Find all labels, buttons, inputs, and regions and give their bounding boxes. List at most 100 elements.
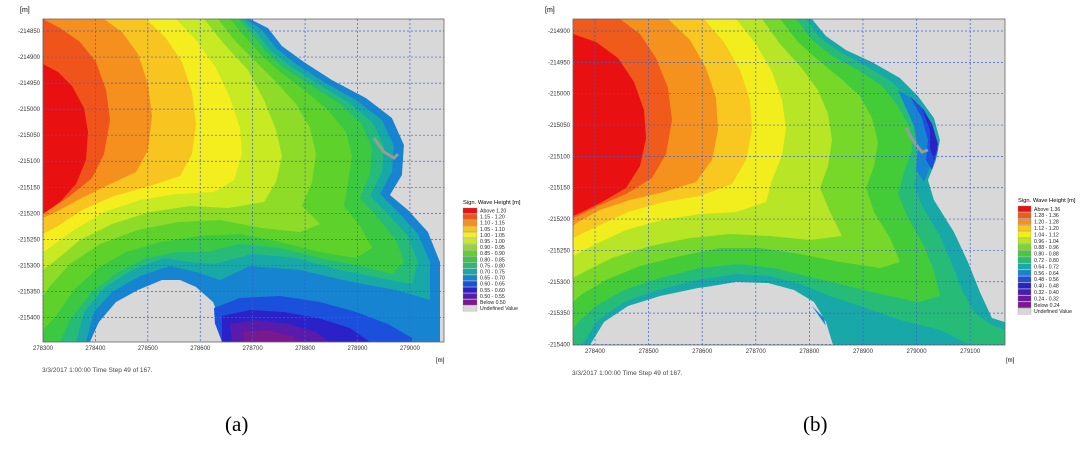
panel-a-gridlines [42, 19, 444, 342]
y-tick-label: -214900 [18, 55, 41, 61]
panel-b-map [572, 18, 1006, 346]
panel-a-y-axis: -214850 -214900 -214950 -215000 -215050 -2151… [18, 29, 41, 322]
legend-swatch [1017, 257, 1032, 264]
y-tick-label: -215250 [548, 248, 571, 254]
legend-label: 0.95 - 1.00 [480, 239, 505, 245]
panel-b-contours [573, 19, 1005, 345]
legend-swatch [462, 256, 478, 263]
panel-a-caption: (a) [225, 412, 249, 436]
panel-a-contours [43, 19, 444, 342]
panel-b-x-axis: 278400 278500 278600 278700 278800 278900 2790… [585, 349, 981, 355]
legend-swatch [1017, 269, 1032, 276]
legend-label: 1.05 - 1.10 [480, 227, 505, 233]
y-tick-label: -215100 [548, 154, 571, 160]
y-tick-label: -215150 [18, 185, 41, 191]
legend-label: 0.56 - 0.64 [1034, 271, 1059, 277]
legend-swatch [1017, 276, 1032, 283]
legend-swatch [1017, 205, 1032, 212]
legend-label: 1.00 - 1.05 [480, 233, 505, 239]
legend-swatch [462, 305, 478, 312]
y-tick-label: -215150 [548, 186, 571, 192]
legend-swatch [1017, 218, 1032, 225]
legend-swatch [462, 274, 478, 281]
legend-label: 0.65 - 0.70 [480, 276, 505, 282]
y-tick-label: -215250 [18, 237, 41, 243]
y-tick-label: -214900 [548, 29, 571, 35]
y-tick-label: -215000 [548, 92, 571, 98]
legend-label: 0.64 - 0.72 [1034, 264, 1059, 270]
legend-swatch [462, 262, 478, 269]
x-tick-label: 278800 [799, 349, 820, 355]
legend-swatch [1017, 231, 1032, 238]
legend-swatch [462, 287, 478, 293]
y-tick-label: -214950 [18, 81, 41, 87]
y-tick-label: -215350 [18, 289, 41, 295]
legend-label: 0.48 - 0.56 [1034, 277, 1059, 283]
x-tick-label: 278600 [190, 346, 211, 352]
legend-swatch [1017, 301, 1032, 308]
band-0.48 [910, 96, 938, 170]
band-below-0.50 [244, 330, 298, 342]
band-above-1.20 [43, 64, 88, 214]
legend-label: 0.85 - 0.90 [480, 251, 505, 257]
panel-b-gridlines [573, 19, 1005, 345]
panel-a-legend: Sign. Wave Height [m] Above 1.201.15 - 1… [462, 200, 521, 312]
x-tick-label: 278900 [347, 346, 368, 352]
legend-swatch [1017, 244, 1032, 251]
panel-b-unit-top: [m] [545, 7, 555, 14]
panel-a-unit-x: [m] [436, 358, 445, 364]
y-tick-label: -215200 [548, 217, 571, 223]
panel-b-caption: (b) [803, 412, 828, 436]
x-tick-label: 278400 [585, 349, 606, 355]
legend-swatch [1017, 250, 1032, 257]
x-tick-label: 278500 [639, 349, 660, 355]
legend-label: 0.40 - 0.48 [1034, 284, 1059, 290]
legend-label: 0.24 - 0.32 [1034, 296, 1059, 302]
y-tick-label: -214950 [548, 60, 571, 66]
legend-label: 0.88 - 0.96 [1034, 245, 1059, 251]
y-tick-label: -215350 [548, 311, 571, 317]
legend-swatch [462, 207, 478, 214]
legend-label: 0.55 - 0.60 [480, 288, 505, 294]
legend-label: Undefined Value [480, 306, 518, 312]
y-tick-label: -215300 [548, 280, 571, 286]
legend-label: 1.04 - 1.12 [1034, 232, 1059, 238]
legend-swatch [1017, 237, 1032, 244]
y-tick-label: -214850 [18, 29, 41, 35]
panel-b-y-axis: -214900 -214950 -215000 -215050 -215100 -2151… [548, 29, 571, 348]
x-tick-label: 278700 [746, 349, 767, 355]
y-tick-label: -215050 [18, 133, 41, 139]
legend-swatch [1017, 289, 1032, 296]
legend-label: 1.12 - 1.20 [1034, 226, 1059, 232]
legend-label: Undefined Value [1034, 309, 1072, 315]
legend-label: Above 1.36 [1034, 207, 1060, 213]
legend-label: 0.32 - 0.40 [1034, 290, 1059, 296]
legend-swatch [1017, 295, 1032, 302]
panel-a-map [42, 18, 445, 343]
legend-swatch [1017, 282, 1032, 289]
x-tick-label: 278800 [295, 346, 316, 352]
panel-a-unit-top: [m] [20, 7, 30, 14]
legend-swatch [462, 281, 478, 287]
panel-b-timestamp: 3/3/2017 1:00:00 Time Step 49 of 167. [572, 370, 683, 377]
x-tick-label: 278400 [85, 346, 106, 352]
y-tick-label: -215400 [548, 342, 571, 348]
legend-swatch [1017, 263, 1032, 270]
panel-a: [m] [18, 7, 521, 374]
panel-b-legend: Sign. Wave Height [m] Above 1.361.28 - 1… [1017, 198, 1076, 315]
x-tick-label: 279000 [907, 349, 928, 355]
structure [904, 127, 929, 154]
legend-swatch [462, 213, 478, 220]
legend-label: Above 1.20 [480, 209, 506, 215]
y-tick-label: -215300 [18, 263, 41, 269]
legend-label: 0.50 - 0.55 [480, 294, 505, 300]
legend-label: 1.20 - 1.28 [1034, 220, 1059, 226]
legend-swatch [462, 220, 478, 226]
band-0.40 [922, 108, 938, 160]
legend-label: 0.60 - 0.65 [480, 282, 505, 288]
legend-swatch [462, 268, 478, 275]
land-headland [590, 284, 833, 345]
panel-a-timestamp: 3/3/2017 1:00:00 Time Step 49 of 167. [42, 367, 153, 374]
y-tick-label: -215400 [18, 316, 41, 322]
